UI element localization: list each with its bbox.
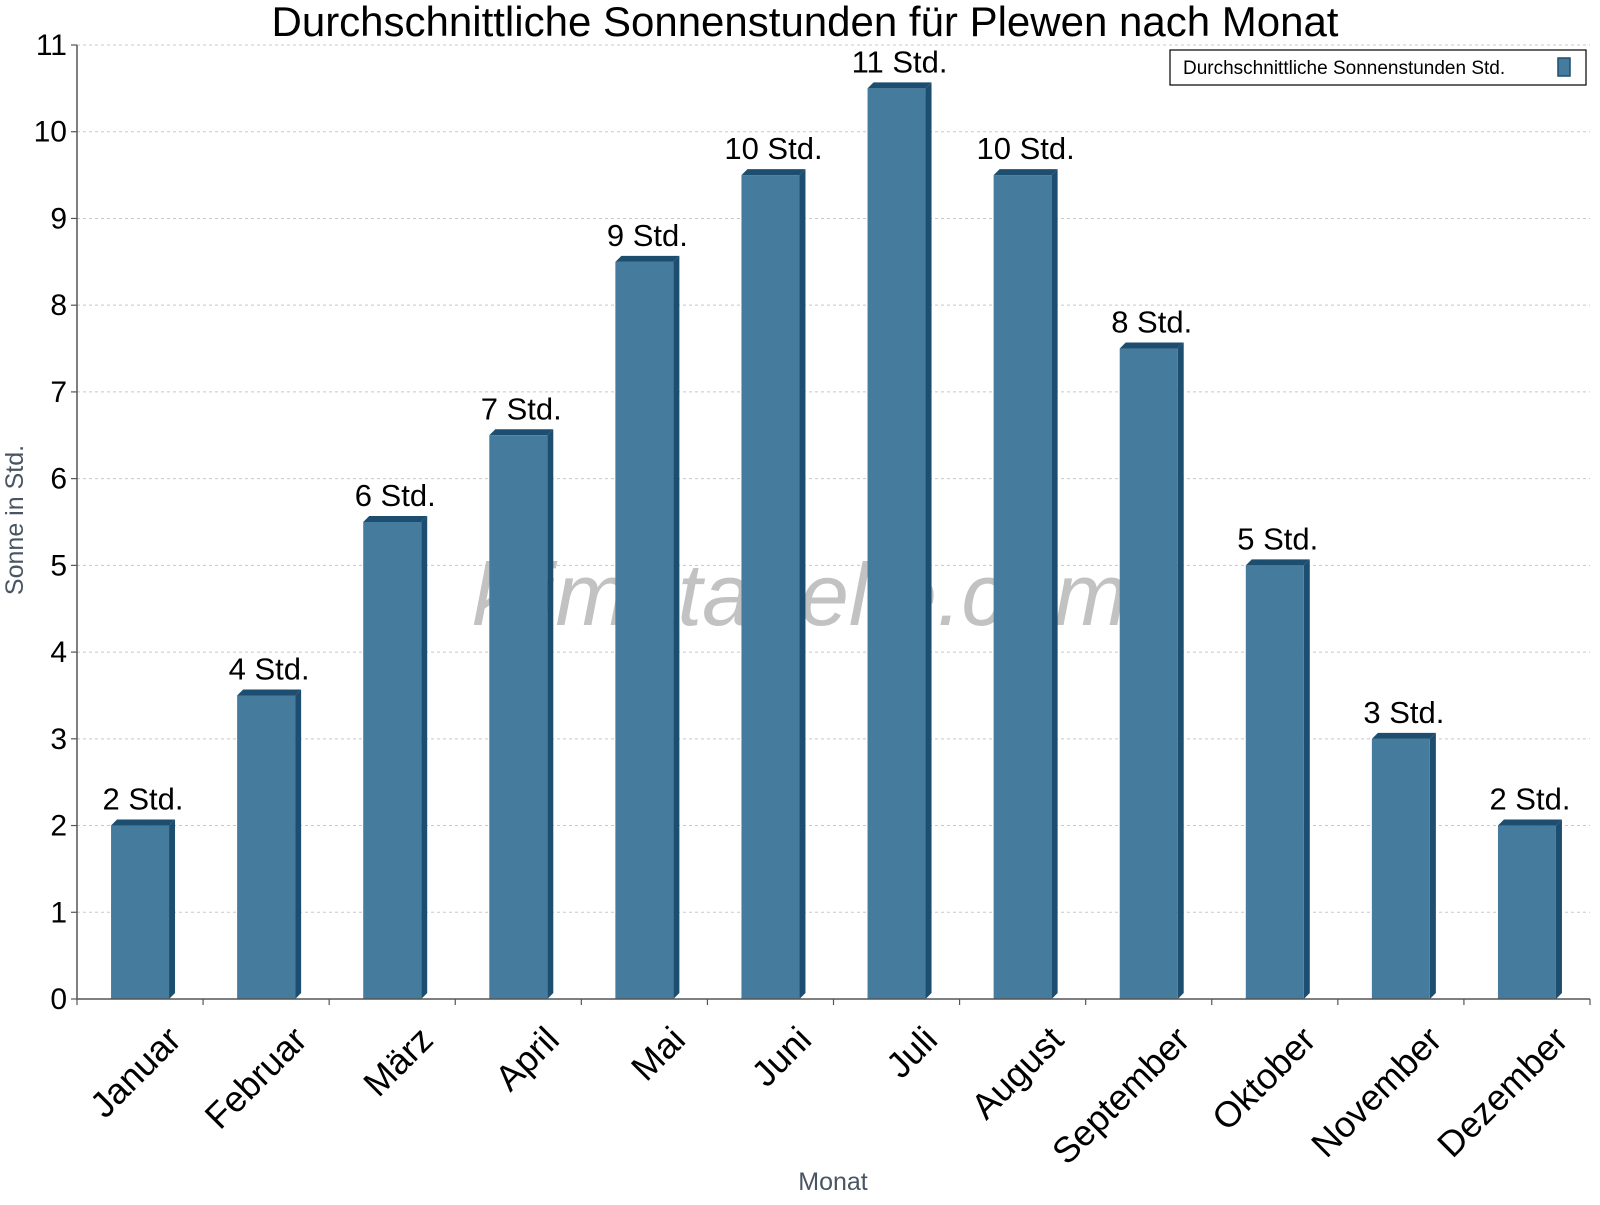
y-tick-label: 9 bbox=[50, 202, 67, 235]
bar-top bbox=[993, 169, 1058, 176]
bar-top bbox=[237, 689, 302, 696]
x-tick-label: Juli bbox=[878, 1019, 945, 1086]
legend-label: Durchschnittliche Sonnenstunden Std. bbox=[1183, 58, 1505, 79]
bar-top bbox=[1371, 732, 1436, 739]
y-tick-label: 7 bbox=[50, 376, 67, 409]
axes bbox=[76, 45, 1590, 1000]
bar bbox=[1371, 738, 1430, 999]
chart-title: Durchschnittliche Sonnenstunden für Plew… bbox=[272, 0, 1339, 45]
data-label: 10 Std. bbox=[977, 131, 1075, 166]
y-tick-label: 6 bbox=[50, 463, 67, 496]
bar bbox=[615, 261, 674, 999]
legend-box bbox=[1169, 49, 1587, 86]
bar-side bbox=[925, 82, 932, 999]
bar-side bbox=[547, 429, 554, 1000]
legend-swatch bbox=[1557, 57, 1571, 77]
x-tick-label: Juni bbox=[743, 1019, 819, 1095]
bar bbox=[1119, 348, 1178, 1000]
data-label: 4 Std. bbox=[229, 651, 310, 686]
bar bbox=[741, 175, 800, 999]
bar bbox=[111, 825, 170, 999]
x-tick-label: Januar bbox=[82, 1019, 189, 1126]
x-axis-title: Monat bbox=[798, 1168, 868, 1196]
data-label: 5 Std. bbox=[1237, 521, 1318, 556]
bar-top bbox=[111, 819, 176, 826]
data-labels: 2 Std. 4 Std. 6 Std. 7 Std. 9 Std. 10 Std. 11 … bbox=[103, 44, 1571, 816]
bar bbox=[1245, 565, 1304, 999]
y-axis-title: Sonne in Std. bbox=[1, 445, 29, 595]
x-axis-ticks: Januar Februar März April Mai Juni Juli AugustS… bbox=[76, 999, 1591, 1173]
y-tick-label: 3 bbox=[50, 723, 67, 756]
bar-side bbox=[799, 169, 806, 999]
bar-top bbox=[1119, 342, 1184, 349]
data-label: 9 Std. bbox=[607, 218, 688, 253]
bar-top bbox=[363, 516, 428, 522]
x-tick-label: April bbox=[487, 1019, 567, 1099]
x-tick-label: Oktober bbox=[1204, 1019, 1324, 1139]
data-label: 7 Std. bbox=[481, 391, 562, 426]
bar bbox=[363, 522, 422, 999]
bar-top bbox=[867, 82, 932, 89]
bar bbox=[993, 175, 1052, 999]
x-tick-label: Februar bbox=[197, 1019, 315, 1137]
x-tick-label: März bbox=[355, 1019, 441, 1105]
bar-side bbox=[1177, 342, 1184, 1000]
bar-side bbox=[673, 255, 680, 999]
x-tick-label: Dezember bbox=[1429, 1019, 1575, 1165]
x-tick-label: November bbox=[1303, 1019, 1449, 1165]
data-label: 3 Std. bbox=[1363, 695, 1444, 730]
bar-side bbox=[1051, 169, 1058, 999]
y-tick-label: 8 bbox=[50, 289, 67, 322]
gridlines bbox=[77, 44, 1590, 913]
y-tick-label: 1 bbox=[50, 896, 67, 929]
y-tick-label: 5 bbox=[50, 549, 67, 582]
bar-side bbox=[169, 819, 176, 999]
x-tick-label: August bbox=[963, 1019, 1071, 1127]
bar-top bbox=[1497, 819, 1562, 826]
bar-side bbox=[1555, 819, 1562, 999]
bar bbox=[237, 695, 296, 999]
data-label: 8 Std. bbox=[1111, 305, 1192, 340]
bar-side bbox=[1303, 559, 1310, 999]
bar bbox=[1497, 825, 1556, 999]
x-tick-label: September bbox=[1044, 1019, 1198, 1173]
legend: Durchschnittliche Sonnenstunden Std. bbox=[1169, 49, 1587, 86]
x-tick-label: Mai bbox=[623, 1019, 693, 1089]
bars bbox=[111, 82, 1562, 1000]
y-tick-label: 2 bbox=[50, 810, 67, 843]
bar-top bbox=[615, 255, 680, 262]
bar-side bbox=[295, 689, 302, 999]
data-label: 10 Std. bbox=[724, 131, 822, 166]
y-tick-label: 0 bbox=[50, 983, 67, 1016]
y-tick-label: 11 bbox=[36, 29, 67, 62]
y-tick-label: 4 bbox=[50, 636, 67, 669]
bar bbox=[867, 88, 926, 999]
data-label: 11 Std. bbox=[852, 44, 948, 79]
data-label: 2 Std. bbox=[1489, 782, 1570, 817]
bar-top bbox=[489, 429, 554, 436]
y-tick-label: 10 bbox=[34, 116, 67, 149]
bar-top bbox=[741, 169, 806, 176]
bar-side bbox=[421, 516, 428, 999]
bar-side bbox=[1429, 732, 1436, 999]
data-label: 2 Std. bbox=[103, 782, 184, 817]
data-label: 6 Std. bbox=[355, 478, 436, 513]
bar-top bbox=[1245, 559, 1310, 566]
y-axis-ticks: 0 1 2 3 4 5 6 7 8 9 10 11 bbox=[34, 29, 77, 1016]
bar bbox=[489, 435, 548, 1000]
